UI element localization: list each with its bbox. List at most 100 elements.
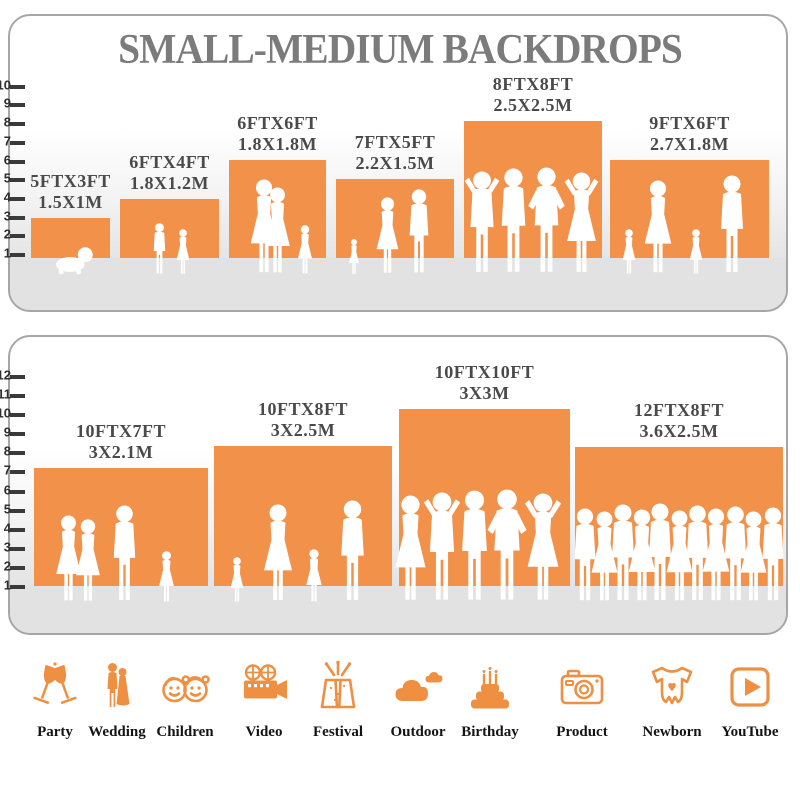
- axis-tick-dash-2: [10, 234, 25, 239]
- youtube-icon: [706, 660, 794, 719]
- person-silhouette-girl: [620, 229, 638, 280]
- axis-tick-label-8: 8: [3, 114, 11, 130]
- person-silhouette-woman: [260, 187, 295, 280]
- person-silhouette-girl: [156, 551, 177, 608]
- person-silhouette-man-up: [420, 492, 464, 608]
- axis-tick-dash-3: [10, 215, 25, 220]
- axis-tick-dash-8: [10, 122, 25, 127]
- person-silhouette-woman-up: [561, 172, 602, 280]
- person-silhouette-woman: [661, 510, 698, 608]
- person-silhouette-man: [452, 490, 497, 608]
- axis-tick-label-4: 4: [3, 520, 11, 536]
- size-ft-label: 6FTX4FT: [129, 152, 210, 172]
- axis-tick-label-7: 7: [3, 133, 11, 149]
- person-silhouette-woman-up: [521, 493, 565, 608]
- category-festival: Festival: [294, 660, 382, 741]
- person-silhouette-man-hips: [484, 489, 530, 608]
- bar-size-label: 12FTX8FT 3.6X2.5M: [634, 400, 724, 442]
- axis-tick-label-8: 8: [3, 443, 11, 459]
- video-icon: [220, 660, 308, 719]
- category-newborn: Newborn: [628, 660, 716, 741]
- category-label: Party: [37, 724, 73, 740]
- birthday-icon: [446, 660, 534, 719]
- category-wedding: Wedding: [73, 660, 161, 741]
- size-m-label: 3X3M: [459, 383, 510, 403]
- party-icon: [11, 660, 99, 719]
- axis-tick-label-3: 3: [3, 539, 11, 555]
- size-m-label: 1.8X1.2M: [129, 173, 209, 193]
- person-silhouette-girl: [295, 225, 315, 280]
- person-silhouette-woman: [51, 515, 86, 608]
- person-silhouette-woman: [697, 508, 735, 608]
- person-silhouette-woman: [372, 197, 403, 280]
- size-ft-label: 6FTX6FT: [237, 113, 318, 133]
- category-label: Children: [156, 724, 214, 740]
- axis-tick-label-2: 2: [3, 226, 11, 242]
- axis-tick-dash-10: [10, 84, 25, 89]
- category-product: Product: [538, 660, 626, 741]
- bar-size-label: 10FTX8FT 3X2.5M: [258, 399, 348, 441]
- category-label: Newborn: [642, 724, 702, 740]
- axis-tick-label-2: 2: [3, 558, 11, 574]
- person-silhouette-man: [712, 175, 752, 280]
- person-silhouette-man: [105, 505, 144, 608]
- person-silhouette-girl: [687, 229, 705, 280]
- axis-tick-dash-7: [10, 140, 25, 145]
- person-silhouette-man-up: [461, 171, 503, 280]
- bar-size-label: 7FTX5FT 2.2X1.5M: [355, 132, 436, 174]
- person-silhouette-woman: [639, 180, 677, 280]
- person-silhouette-girl: [228, 557, 246, 608]
- size-ft-label: 5FTX3FT: [30, 171, 111, 191]
- backdrop-bar-10ftx8ft: [214, 446, 392, 586]
- person-silhouette-man: [716, 506, 755, 608]
- category-label: Video: [245, 724, 283, 740]
- children-icon: [141, 660, 229, 719]
- axis-tick-label-1: 1: [3, 245, 11, 261]
- page-title: SMALL-MEDIUM BACKDROPS: [118, 27, 683, 73]
- outdoor-icon: [374, 660, 462, 719]
- category-youtube: YouTube: [706, 660, 794, 741]
- backdrop-bar-6ftx4ft: [120, 199, 219, 258]
- axis-tick-dash-12: [10, 374, 25, 379]
- category-label: Birthday: [461, 724, 519, 740]
- axis-tick-dash-5: [10, 178, 25, 183]
- bar-size-label: 10FTX7FT 3X2.1M: [76, 421, 166, 463]
- wedding-icon: [73, 660, 161, 719]
- size-ft-label: 10FTX8FT: [257, 399, 349, 419]
- axis-tick-dash-2: [10, 565, 25, 570]
- person-silhouette-man: [402, 189, 436, 280]
- size-m-label: 3X2.1M: [88, 442, 154, 462]
- category-label: Wedding: [88, 724, 146, 740]
- axis-tick-label-6: 6: [3, 482, 11, 497]
- axis-tick-dash-3: [10, 546, 25, 551]
- size-ft-label: 10FTX10FT: [434, 362, 535, 382]
- size-ft-label: 10FTX7FT: [75, 421, 167, 441]
- person-silhouette-girl: [174, 229, 192, 280]
- axis-tick-dash-1: [10, 585, 25, 589]
- backdrop-bar-5ftx3ft: [31, 218, 110, 258]
- size-m-label: 2.2X1.5M: [355, 153, 435, 173]
- category-video: Video: [220, 660, 308, 741]
- axis-tick-label-12: 12: [0, 367, 11, 383]
- bar-size-label: 10FTX10FT 3X3M: [435, 362, 535, 404]
- person-silhouette-woman: [735, 511, 772, 608]
- product-icon: [538, 660, 626, 719]
- axis-tick-dash-6: [10, 489, 25, 494]
- axis-tick-label-9: 9: [3, 95, 11, 111]
- category-label: Outdoor: [390, 724, 446, 740]
- axis-tick-dash-8: [10, 451, 25, 456]
- axis-tick-label-10: 10: [0, 77, 11, 93]
- bar-size-label: 6FTX4FT 1.8X1.2M: [129, 152, 210, 194]
- person-silhouette-man: [566, 508, 604, 608]
- person-silhouette-man: [492, 168, 535, 280]
- axis-tick-label-4: 4: [3, 189, 11, 205]
- axis-tick-label-11: 11: [0, 386, 11, 402]
- size-ft-label: 8FTX8FT: [492, 74, 574, 94]
- bar-size-label: 5FTX3FT 1.5X1M: [30, 171, 111, 213]
- axis-tick-label-1: 1: [3, 577, 11, 593]
- person-silhouette-woman: [623, 509, 661, 608]
- small-medium-panel-top: 5FTX3FT 1.5X1M 6FTX4FT 1.8X1.2M 6FTX6FT 1.8X1…: [8, 14, 788, 312]
- axis-tick-dash-11: [10, 394, 25, 398]
- axis-tick-label-7: 7: [3, 462, 11, 478]
